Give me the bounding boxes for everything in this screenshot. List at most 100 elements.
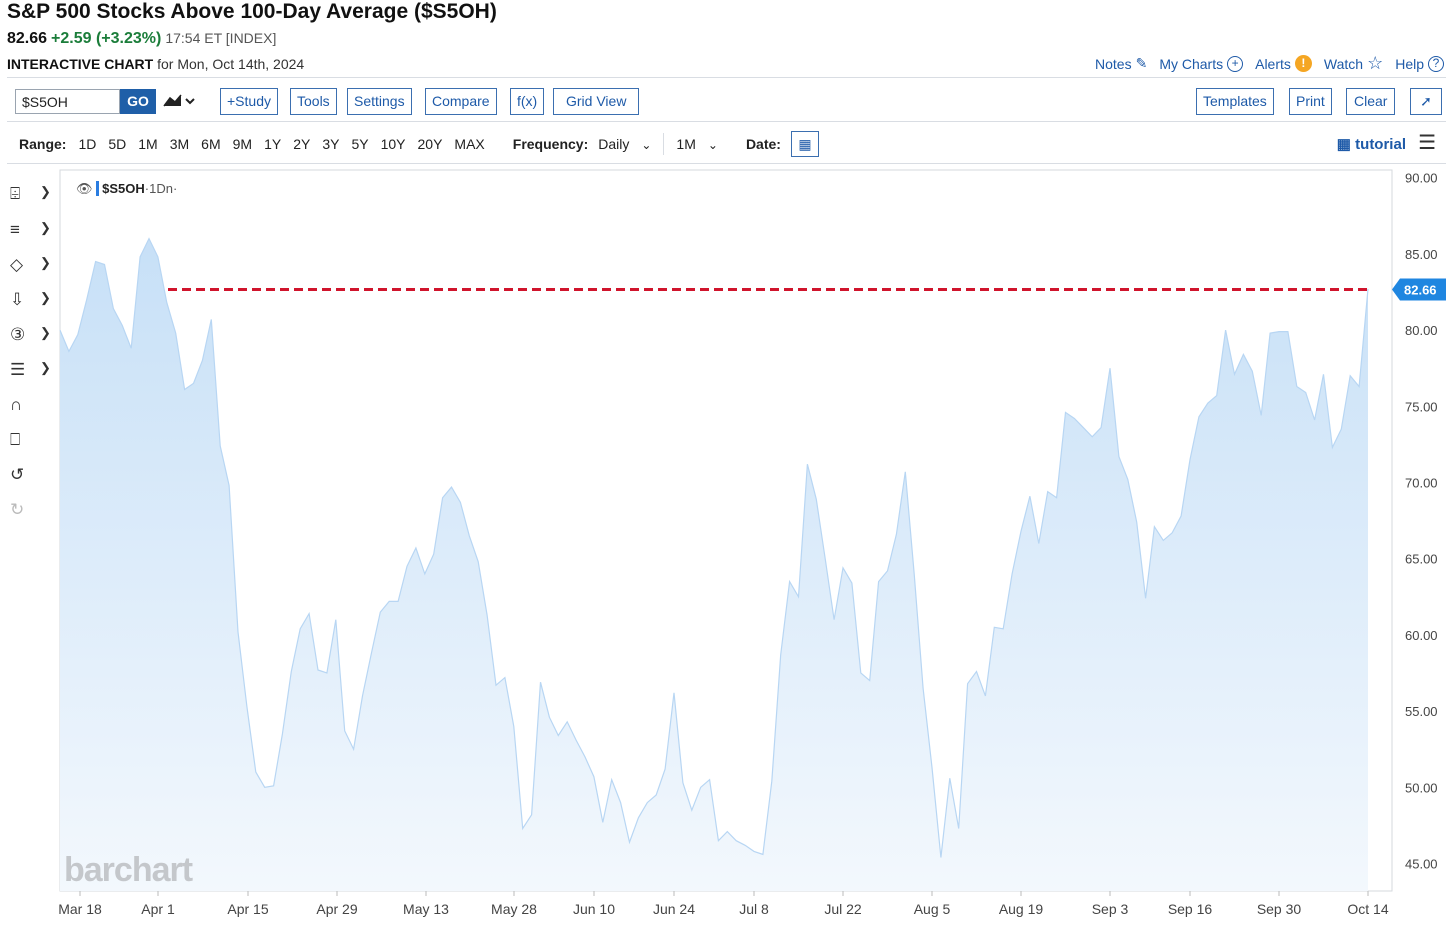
plus-circle-icon: + <box>1227 55 1244 72</box>
chevron-down-icon: ⌄ <box>707 138 718 152</box>
alerts-link[interactable]: Alerts! <box>1255 55 1312 72</box>
alert-icon: ! <box>1294 55 1312 72</box>
eye-icon[interactable]: 👁 <box>76 181 93 196</box>
symbol-input[interactable] <box>15 89 120 114</box>
subtitle-date: for Mon, Oct 14th, 2024 <box>153 56 305 72</box>
alerts-label: Alerts <box>1255 55 1291 72</box>
print-button[interactable]: Print <box>1289 88 1332 115</box>
crosshair-tool[interactable]: ⌹ ❯ <box>10 184 51 208</box>
last-value-badge <box>1392 278 1446 301</box>
toolbar-divider <box>7 121 1446 122</box>
interval-value: 1M <box>676 136 696 152</box>
fib-tools[interactable]: ☰ ❯ <box>10 360 51 384</box>
my-charts-label: My Charts <box>1159 55 1224 72</box>
x-tick-label: Aug 19 <box>999 901 1044 917</box>
shape-tools[interactable]: ◇ ❯ <box>10 255 51 279</box>
help-link[interactable]: Help? <box>1395 55 1444 72</box>
range-10y[interactable]: 10Y <box>380 136 406 152</box>
y-tick-label: 50.00 <box>1405 780 1438 795</box>
magnet-tool[interactable]: ∩ <box>10 395 46 419</box>
range-3m[interactable]: 3M <box>169 136 190 152</box>
chevron-right-icon: ❯ <box>40 325 51 340</box>
range-3y[interactable]: 3Y <box>322 136 340 152</box>
area-fill <box>60 238 1368 892</box>
redo-icon: ↻ <box>10 500 25 519</box>
chevron-right-icon: ❯ <box>40 360 51 375</box>
y-tick-label: 60.00 <box>1405 628 1438 643</box>
clear-button[interactable]: Clear <box>1346 88 1396 115</box>
range-1d[interactable]: 1D <box>78 136 97 152</box>
chevron-right-icon: ❯ <box>40 255 51 270</box>
frequency-value: Daily <box>598 136 630 152</box>
undo-tool[interactable]: ↺ <box>10 465 46 489</box>
notes-label: Notes <box>1095 55 1132 72</box>
tutorial-link[interactable]: ▦ tutorial <box>1337 135 1406 153</box>
star-icon: ☆ <box>1367 53 1384 73</box>
help-label: Help <box>1395 55 1424 72</box>
range-max[interactable]: MAX <box>454 136 485 152</box>
wave-tools[interactable]: ③ ❯ <box>10 325 51 349</box>
x-tick-label: Apr 1 <box>141 901 175 917</box>
x-tick-label: Jul 8 <box>739 901 769 917</box>
range-1y[interactable]: 1Y <box>264 136 282 152</box>
watch-label: Watch <box>1323 55 1364 72</box>
fx-button[interactable]: f(x) <box>510 88 545 115</box>
settings-button[interactable]: Settings <box>347 88 412 115</box>
y-tick-label: 75.00 <box>1405 399 1438 414</box>
range-5d[interactable]: 5D <box>108 136 127 152</box>
grid-view-button[interactable]: Grid View <box>553 88 640 115</box>
expand-button[interactable]: ➚ <box>1410 88 1442 115</box>
range-6m[interactable]: 6M <box>201 136 221 152</box>
redo-tool[interactable]: ↻ <box>10 500 46 524</box>
header-divider <box>7 77 1446 78</box>
frequency-label: Frequency: <box>512 136 589 152</box>
y-tick-label: 90.00 <box>1405 171 1438 186</box>
watch-link[interactable]: Watch ☆ <box>1324 53 1383 74</box>
x-tick-label: Jun 24 <box>653 901 695 917</box>
line-tools[interactable]: ≡ ❯ <box>10 220 51 244</box>
chevron-right-icon: ❯ <box>40 290 51 305</box>
compare-button[interactable]: Compare <box>425 88 497 115</box>
my-charts-link[interactable]: My Charts + <box>1159 55 1244 72</box>
range-label: Range: <box>19 136 67 152</box>
chart-type-selector[interactable] <box>162 90 200 115</box>
range-divider <box>663 133 665 155</box>
study-button[interactable]: +Study <box>220 88 278 115</box>
y-tick-label: 70.00 <box>1405 475 1438 490</box>
expand-icon: ➚ <box>1420 93 1432 109</box>
frequency-select[interactable]: Daily ⌄ <box>598 136 651 152</box>
x-tick-label: Jun 10 <box>573 901 615 917</box>
trendline-icon: ≡ <box>10 220 20 239</box>
y-tick-label: 65.00 <box>1405 552 1438 567</box>
x-tick-label: Sep 16 <box>1168 901 1213 917</box>
series-line <box>59 237 1369 858</box>
interval-select[interactable]: 1M ⌄ <box>676 136 718 152</box>
x-tick-label: Mar 18 <box>58 901 102 917</box>
templates-button[interactable]: Templates <box>1196 88 1274 115</box>
subtitle-label: INTERACTIVE CHART <box>7 56 154 72</box>
area-chart-icon <box>163 94 195 107</box>
hamburger-menu-icon[interactable]: ☰ <box>1418 132 1436 154</box>
calendar-icon: ▦ <box>798 136 812 152</box>
go-button[interactable]: GO <box>120 89 156 114</box>
notes-link[interactable]: Notes ✎ <box>1095 55 1147 72</box>
last-value-label: 82.66 <box>1404 283 1437 298</box>
range-2y[interactable]: 2Y <box>293 136 311 152</box>
chevron-down-icon: ⌄ <box>641 138 652 152</box>
tools-button[interactable]: Tools <box>290 88 337 115</box>
date-label: Date: <box>745 136 781 152</box>
calendar-button[interactable]: ▦ <box>790 131 819 157</box>
range-20y[interactable]: 20Y <box>417 136 443 152</box>
top-links: Notes ✎ My Charts + Alerts! Watch ☆ Help? <box>1095 53 1444 74</box>
barchart-watermark: barchart <box>64 851 193 889</box>
chevron-right-icon: ❯ <box>40 220 51 235</box>
price-change: +2.59 (+3.23%) <box>51 30 162 47</box>
lock-tool[interactable]: ⎕ <box>10 430 46 454</box>
range-9m[interactable]: 9M <box>232 136 253 152</box>
page-title: S&P 500 Stocks Above 100-Day Average ($S… <box>7 0 497 23</box>
chevron-right-icon: ❯ <box>40 184 51 199</box>
range-5y[interactable]: 5Y <box>351 136 369 152</box>
arrow-tools[interactable]: ⇩ ❯ <box>10 290 51 314</box>
range-1m[interactable]: 1M <box>138 136 158 152</box>
